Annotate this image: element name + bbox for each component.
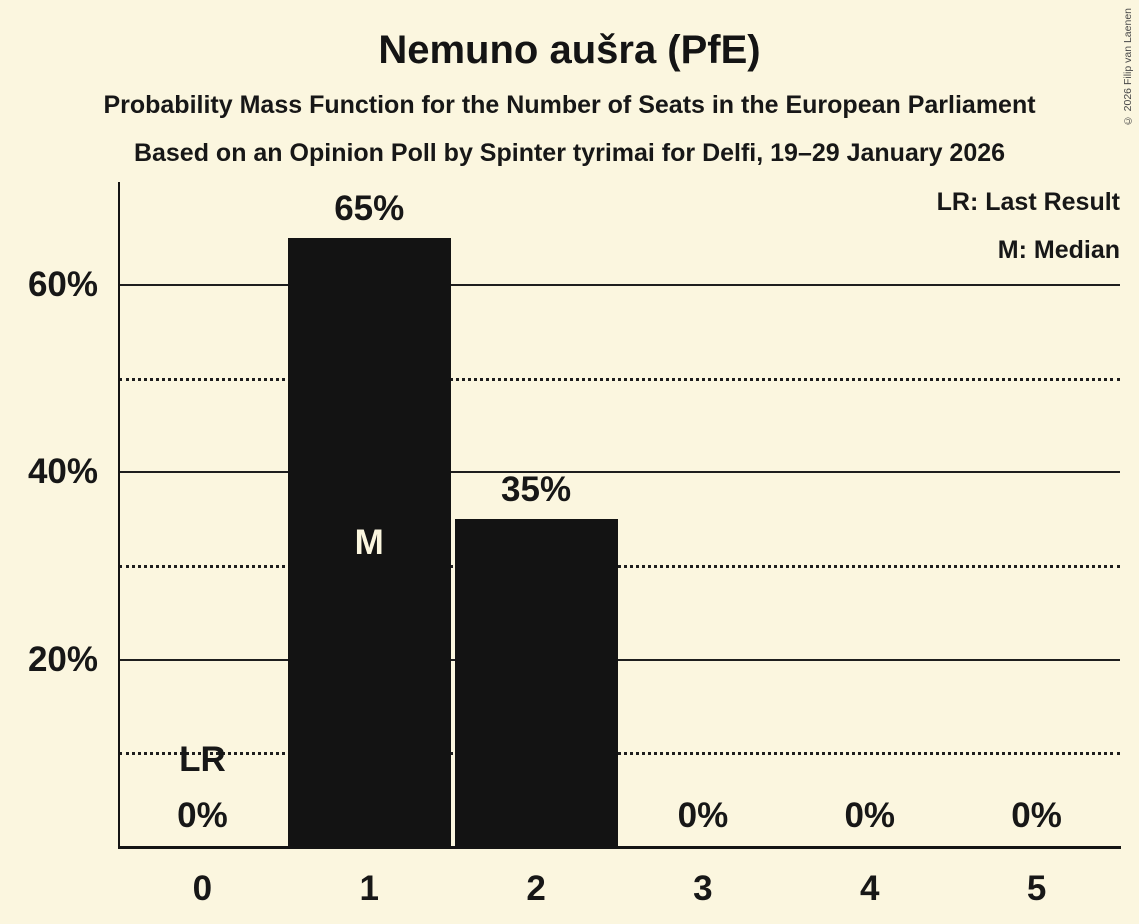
bar-value-label: 35% (501, 470, 572, 510)
x-tick-label: 2 (526, 869, 546, 908)
legend: LR: Last Result M: Median (937, 178, 1120, 274)
bar-value-label: 0% (677, 796, 729, 835)
bar-value-label: 0% (1011, 796, 1062, 835)
gridline-solid-20 (119, 658, 1120, 661)
gridline-dotted-50 (119, 377, 1120, 381)
y-axis-line (118, 182, 120, 847)
bar-seats-2 (454, 519, 618, 847)
x-tick-label: 5 (1026, 869, 1047, 908)
chart-source-line: Based on an Opinion Poll by Spinter tyri… (133, 139, 1006, 167)
bar-value-label: 0% (177, 796, 228, 835)
x-tick-label: 4 (860, 869, 880, 908)
bar-value-label: 65% (334, 189, 405, 229)
legend-last-result: LR: Last Result (936, 188, 1120, 216)
x-tick-label: 3 (693, 869, 713, 908)
y-tick-label: 60% (27, 265, 98, 305)
x-tick-label: 1 (359, 869, 379, 908)
gridline-solid-40 (119, 471, 1120, 474)
chart-subtitle: Probability Mass Function for the Number… (103, 91, 1036, 119)
legend-median: M: Median (997, 236, 1120, 264)
median-marker: M (354, 522, 384, 562)
gridline-dotted-30 (119, 565, 1120, 568)
gridline-solid-60 (119, 284, 1120, 287)
x-tick-label: 0 (192, 869, 213, 908)
page-title: Nemuno aušra (PfE) (378, 28, 761, 72)
gridline-dotted-10 (119, 752, 1120, 756)
bar-seats-1 (287, 238, 451, 847)
y-tick-label: 20% (27, 639, 98, 679)
x-axis-line (118, 846, 1121, 849)
bar-value-label: 0% (844, 796, 896, 835)
last-result-marker: LR (179, 740, 226, 779)
y-tick-label: 40% (27, 452, 98, 492)
